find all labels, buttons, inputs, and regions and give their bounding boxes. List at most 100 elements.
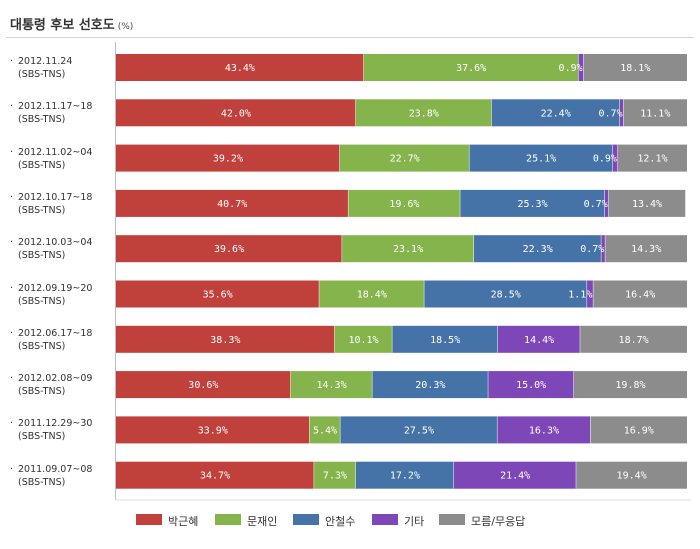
- data-label: 19.8%: [615, 380, 645, 391]
- data-label: 14.4%: [524, 335, 554, 346]
- category-date-text: 2012.06.17~18: [18, 327, 93, 339]
- data-label: 35.6%: [203, 290, 233, 301]
- data-label: 20.3%: [415, 380, 445, 391]
- category-date-text: 2012.10.17~18: [18, 191, 93, 203]
- data-label: 43.4%: [225, 63, 255, 74]
- legend-swatch: [136, 514, 162, 525]
- category-source: (SBS-TNS): [18, 340, 66, 352]
- bar-segment: [116, 144, 340, 172]
- category-date: · 2012.11.24: [10, 56, 73, 67]
- bar-segment: [392, 325, 498, 353]
- bar-segment: [608, 189, 686, 217]
- category-source: (SBS-TNS): [18, 114, 66, 126]
- data-label: 23.1%: [393, 244, 423, 255]
- bar-segment: [587, 280, 594, 308]
- bar-segment: [372, 371, 489, 399]
- data-label: 19.4%: [617, 471, 647, 482]
- data-label: 13.4%: [632, 199, 662, 210]
- data-label: 0.7%: [580, 244, 604, 255]
- data-label: 42.0%: [221, 108, 251, 119]
- bar-segment: [612, 144, 618, 172]
- bar-segment: [617, 144, 687, 172]
- bar-segment: [116, 371, 291, 399]
- data-label: 0.7%: [599, 108, 623, 119]
- bar-segment: [116, 461, 315, 489]
- category-label: · 2012.09.19~20 (SBS-TNS): [10, 282, 92, 308]
- data-label: 15.0%: [516, 380, 546, 391]
- bar-segment: [454, 461, 577, 489]
- data-label: 33.9%: [198, 425, 228, 436]
- legend-label: 문재인: [247, 515, 278, 528]
- bar-segment: [469, 144, 613, 172]
- data-label: 0.9%: [593, 154, 617, 165]
- category-date-text: 2012.10.03~04: [18, 237, 93, 249]
- bar-segment: [460, 189, 605, 217]
- bar-segment: [593, 280, 687, 308]
- data-label: 28.5%: [491, 290, 521, 301]
- data-label: 25.1%: [526, 154, 556, 165]
- legend-swatch: [215, 514, 241, 525]
- category-date: · 2012.11.17~18: [10, 101, 93, 113]
- data-label: 10.1%: [348, 335, 378, 346]
- legend-swatch: [293, 514, 319, 525]
- category-date: · 2011.12.29~30: [10, 418, 93, 430]
- legend-label: 안철수: [325, 515, 356, 528]
- data-label: 40.7%: [217, 199, 247, 210]
- bar-segment: [290, 371, 373, 399]
- chart-unit: (%): [117, 22, 134, 32]
- category-date: · 2012.02.08~09: [10, 373, 93, 385]
- data-label: 38.3%: [210, 335, 240, 346]
- category-source: (SBS-TNS): [18, 295, 66, 307]
- category-date-text: 2012.11.24: [18, 56, 73, 67]
- bar-segment: [573, 371, 687, 399]
- data-label: 34.7%: [200, 471, 230, 482]
- bar-segment: [580, 325, 687, 353]
- data-label: 18.7%: [619, 335, 649, 346]
- category-source: (SBS-TNS): [18, 159, 66, 171]
- data-label: 22.4%: [541, 108, 571, 119]
- data-label: 16.3%: [529, 425, 559, 436]
- category-label: · 2011.12.29~30 (SBS-TNS): [10, 417, 92, 443]
- bar-segment: [605, 235, 687, 263]
- bar-segment: [578, 54, 584, 81]
- data-label: 18.1%: [620, 63, 650, 74]
- data-label: 23.8%: [409, 108, 439, 119]
- category-date: · 2012.10.03~04: [10, 237, 93, 249]
- data-label: 0.7%: [584, 199, 608, 210]
- category-label: · 2012.11.02~04 (SBS-TNS): [10, 146, 92, 172]
- bar-segment: [601, 235, 606, 263]
- data-label: 25.3%: [517, 199, 547, 210]
- chart-title-block: 대통령 후보 선호도 (%): [10, 14, 133, 33]
- bar-segment: [348, 189, 461, 217]
- category-source: (SBS-TNS): [18, 386, 66, 398]
- data-label: 17.2%: [390, 471, 420, 482]
- data-label: 22.7%: [390, 154, 420, 165]
- bar-segment: [355, 461, 455, 489]
- category-source: (SBS-TNS): [18, 431, 66, 443]
- bar-segment: [116, 235, 343, 263]
- data-label: 39.2%: [213, 154, 243, 165]
- bar-segment: [576, 461, 687, 489]
- data-label: 12.1%: [637, 154, 667, 165]
- category-date-text: 2012.02.08~09: [18, 373, 93, 385]
- category-source: (SBS-TNS): [18, 476, 66, 488]
- legend-label: 박근혜: [168, 515, 199, 528]
- bar-segment: [363, 54, 579, 81]
- bar-segment: [339, 144, 470, 172]
- category-date: · 2012.09.19~20: [10, 282, 93, 294]
- category-date: · 2012.11.02~04: [10, 146, 93, 158]
- category-date-text: 2011.09.07~08: [18, 463, 93, 475]
- bar-segment: [355, 99, 492, 127]
- data-label: 0.9%: [559, 63, 583, 74]
- bar-segment: [116, 189, 349, 217]
- data-label: 14.3%: [631, 244, 661, 255]
- data-label: 39.6%: [214, 244, 244, 255]
- category-source: (SBS-TNS): [18, 69, 66, 80]
- data-label: 19.6%: [389, 199, 419, 210]
- data-label: 21.4%: [500, 471, 530, 482]
- legend-label: 기타: [404, 515, 425, 528]
- bar-segment: [319, 280, 425, 308]
- data-label: 27.5%: [404, 425, 434, 436]
- bar-segment: [623, 99, 687, 127]
